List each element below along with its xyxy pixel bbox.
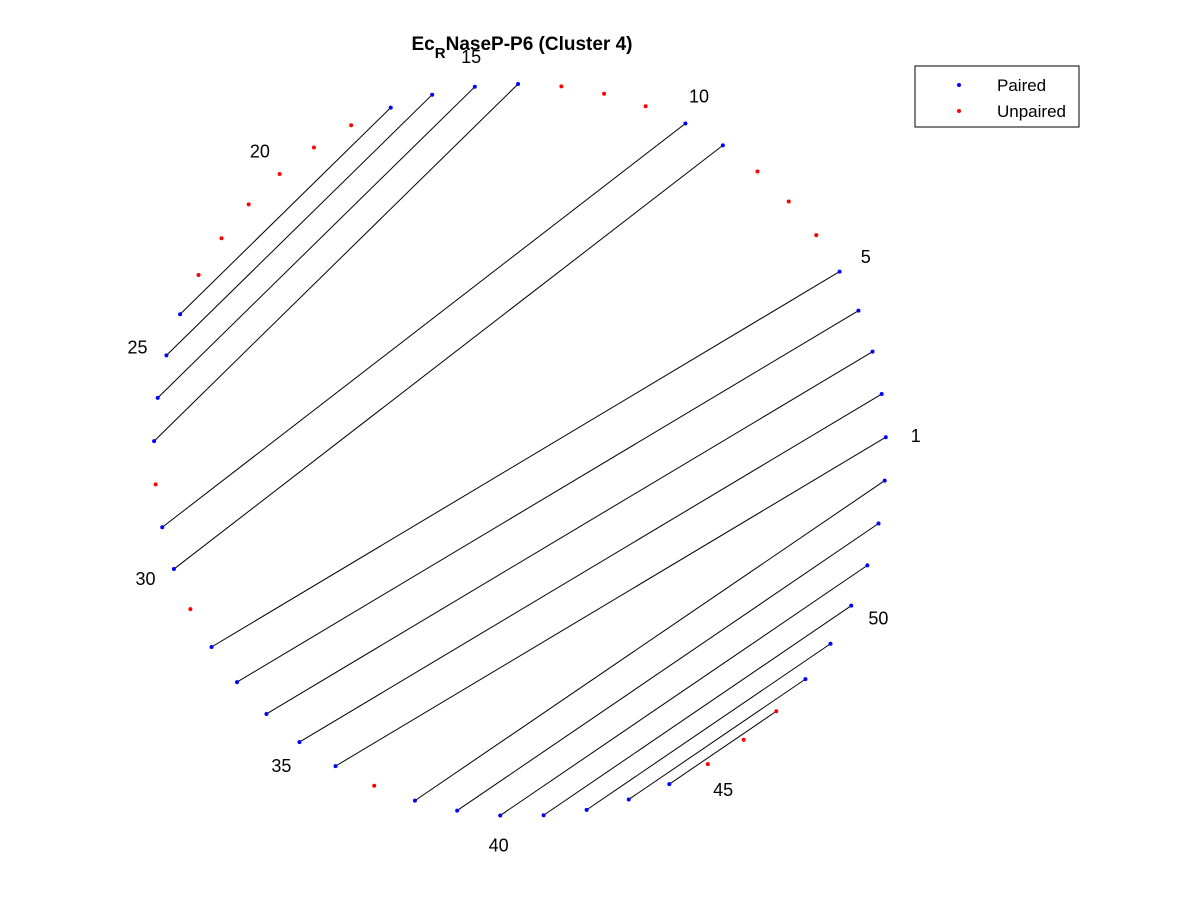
base-pair-line xyxy=(166,94,433,356)
paired-nucleotide-point xyxy=(516,82,521,87)
base-pair-line xyxy=(179,107,392,315)
legend-marker-unpaired xyxy=(957,109,961,113)
base-pair-line xyxy=(456,523,879,811)
paired-nucleotide-point xyxy=(882,478,887,483)
unpaired-nucleotide-point xyxy=(153,482,158,487)
unpaired-nucleotide-point xyxy=(372,783,377,788)
legend: Paired Unpaired xyxy=(914,65,1080,128)
title-subscript: R xyxy=(435,45,446,62)
position-label: 45 xyxy=(713,780,733,800)
paired-nucleotide-point xyxy=(720,143,725,148)
paired-nucleotide-point xyxy=(297,740,302,745)
paired-nucleotide-point xyxy=(235,680,240,685)
unpaired-nucleotide-point xyxy=(786,199,791,204)
unpaired-nucleotide-point xyxy=(602,91,607,96)
base-pair-line xyxy=(586,643,831,811)
base-pair-line xyxy=(157,86,476,399)
base-pair-line xyxy=(153,83,519,442)
paired-nucleotide-point xyxy=(667,782,672,787)
paired-nucleotide-point xyxy=(828,641,833,646)
base-pair-line xyxy=(211,271,840,648)
base-pair-line xyxy=(335,436,887,767)
legend-marker-paired xyxy=(957,83,961,87)
paired-nucleotide-point xyxy=(626,797,631,802)
unpaired-nucleotide-point xyxy=(774,709,779,714)
title-rest: NaseP-P6 (Cluster 4) xyxy=(446,34,633,55)
paired-nucleotide-point xyxy=(879,392,884,397)
base-pair-line xyxy=(173,144,724,570)
paired-nucleotide-point xyxy=(849,603,854,608)
paired-nucleotide-point xyxy=(171,567,176,572)
chart-title: EcRNaseP-P6 (Cluster 4) xyxy=(412,34,633,62)
base-pair-line xyxy=(236,310,859,683)
position-label: 15 xyxy=(461,47,481,67)
position-label: 50 xyxy=(868,608,888,628)
unpaired-nucleotide-point xyxy=(643,104,648,109)
position-label: 5 xyxy=(861,247,871,267)
paired-nucleotide-point xyxy=(683,121,688,126)
base-pair-line xyxy=(628,678,806,800)
base-pair-line xyxy=(669,710,777,785)
legend-label-paired: Paired xyxy=(997,76,1046,95)
unpaired-nucleotide-point xyxy=(188,607,193,612)
paired-nucleotide-point xyxy=(584,807,589,812)
paired-nucleotide-point xyxy=(837,269,842,274)
paired-nucleotide-point xyxy=(472,84,477,89)
position-label: 25 xyxy=(127,338,147,358)
paired-nucleotide-point xyxy=(870,349,875,354)
base-pair-line xyxy=(543,605,852,816)
paired-nucleotide-point xyxy=(178,312,183,317)
paired-nucleotide-point xyxy=(333,764,338,769)
unpaired-nucleotide-point xyxy=(705,762,710,767)
base-pair-lines xyxy=(153,83,887,816)
paired-nucleotide-point xyxy=(388,105,393,110)
legend-label-unpaired: Unpaired xyxy=(997,102,1066,121)
legend-box xyxy=(914,65,1080,128)
base-pair-line xyxy=(299,393,882,743)
paired-nucleotide-point xyxy=(412,798,417,803)
base-pair-line xyxy=(499,564,868,816)
paired-nucleotide-point xyxy=(155,395,160,400)
paired-nucleotide-point xyxy=(164,353,169,358)
base-pair-line xyxy=(414,480,886,802)
position-label: 20 xyxy=(250,141,270,161)
paired-nucleotide-point xyxy=(152,439,157,444)
paired-nucleotide-point xyxy=(209,645,214,650)
paired-nucleotide-point xyxy=(541,813,546,818)
paired-nucleotide-point xyxy=(455,808,460,813)
paired-nucleotide-point xyxy=(856,308,861,313)
paired-nucleotide-point xyxy=(876,521,881,526)
position-label: 35 xyxy=(271,756,291,776)
nucleotide-points xyxy=(152,82,888,818)
position-label: 10 xyxy=(689,87,709,107)
unpaired-nucleotide-point xyxy=(246,202,251,207)
unpaired-nucleotide-point xyxy=(349,123,354,128)
base-pair-line xyxy=(266,351,873,715)
paired-nucleotide-point xyxy=(498,813,503,818)
paired-nucleotide-point xyxy=(264,711,269,716)
position-label: 40 xyxy=(489,835,509,855)
unpaired-nucleotide-point xyxy=(814,233,819,238)
position-label: 1 xyxy=(911,426,921,446)
paired-nucleotide-point xyxy=(865,563,870,568)
unpaired-nucleotide-point xyxy=(559,84,564,89)
paired-nucleotide-point xyxy=(803,677,808,682)
base-pair-line xyxy=(161,123,686,528)
title-main: Ec xyxy=(412,34,436,55)
unpaired-nucleotide-point xyxy=(196,272,201,277)
unpaired-nucleotide-point xyxy=(741,737,746,742)
paired-nucleotide-point xyxy=(160,525,165,530)
unpaired-nucleotide-point xyxy=(311,145,316,150)
position-label: 30 xyxy=(136,569,156,589)
unpaired-nucleotide-point xyxy=(277,172,282,177)
paired-nucleotide-point xyxy=(883,435,888,440)
unpaired-nucleotide-point xyxy=(219,236,224,241)
paired-nucleotide-point xyxy=(430,92,435,97)
unpaired-nucleotide-point xyxy=(755,169,760,174)
